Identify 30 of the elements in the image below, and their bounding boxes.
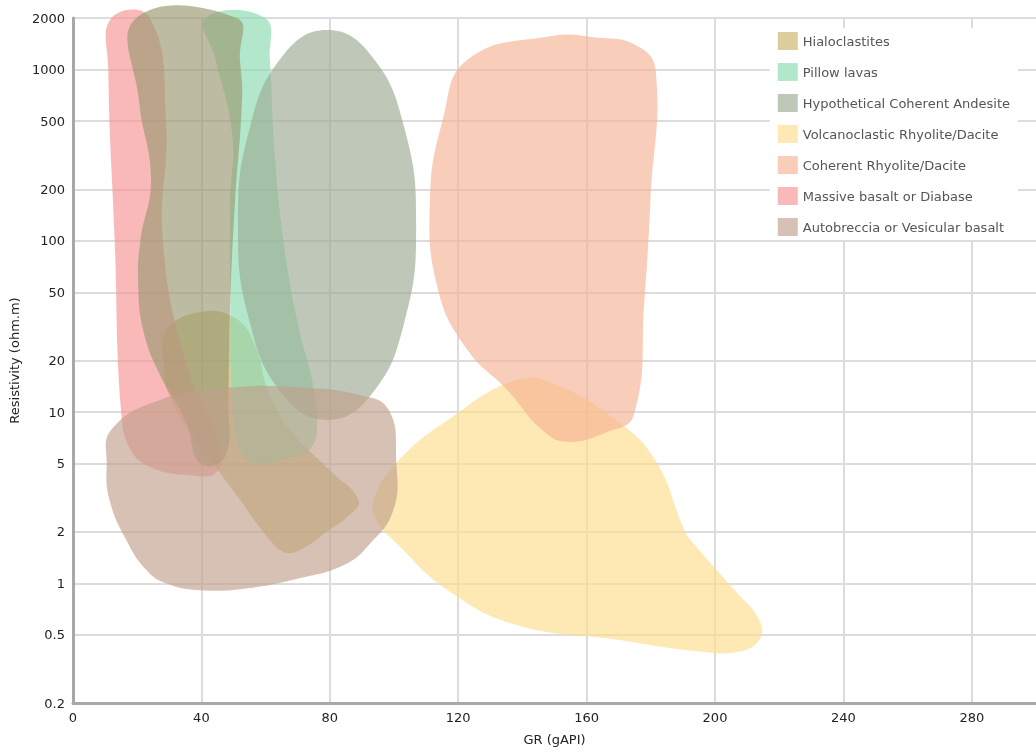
y-tick-label: 1 — [56, 575, 65, 591]
x-tick-label: 0 — [68, 710, 78, 725]
y-tick-label: 500 — [40, 113, 65, 129]
y-tick-label: 0.5 — [44, 627, 65, 643]
y-tick-label: 2000 — [31, 10, 65, 26]
y-tick-label: 100 — [40, 233, 65, 249]
legend-label: Volcanoclastic Rhyolite/Dacite — [802, 126, 999, 142]
y-tick-label: 200 — [40, 181, 65, 197]
x-tick-label: 280 — [959, 710, 985, 725]
legend-label: Autobreccia or Vesicular basalt — [802, 219, 1005, 235]
legend-label: Massive basalt or Diabase — [802, 188, 973, 204]
x-axis-title: GR (gAPI) — [523, 732, 586, 747]
x-tick-label: 80 — [321, 710, 339, 725]
y-tick-label: 5 — [56, 456, 65, 472]
legend-label: Hypothetical Coherent Andesite — [802, 95, 1010, 111]
x-tick-label: 200 — [702, 710, 728, 725]
legend-label: Coherent Rhyolite/Dacite — [802, 157, 967, 173]
y-tick-label: 0.2 — [44, 695, 65, 711]
y-tick-label: 2 — [56, 524, 65, 540]
y-axis-title: Resistivity (ohm.m) — [7, 297, 22, 424]
x-tick-label: 40 — [193, 710, 210, 725]
x-tick-label: 240 — [830, 710, 856, 725]
x-tick-label: 160 — [574, 710, 600, 725]
legend-label: Pillow lavas — [802, 64, 879, 80]
y-tick-label: 10 — [48, 404, 65, 420]
x-tick-label: 120 — [445, 710, 471, 725]
legend-label: Hialoclastites — [802, 33, 890, 49]
y-tick-label: 20 — [48, 353, 65, 368]
y-tick-label: 1000 — [31, 62, 65, 78]
y-tick-label: 50 — [48, 284, 65, 300]
